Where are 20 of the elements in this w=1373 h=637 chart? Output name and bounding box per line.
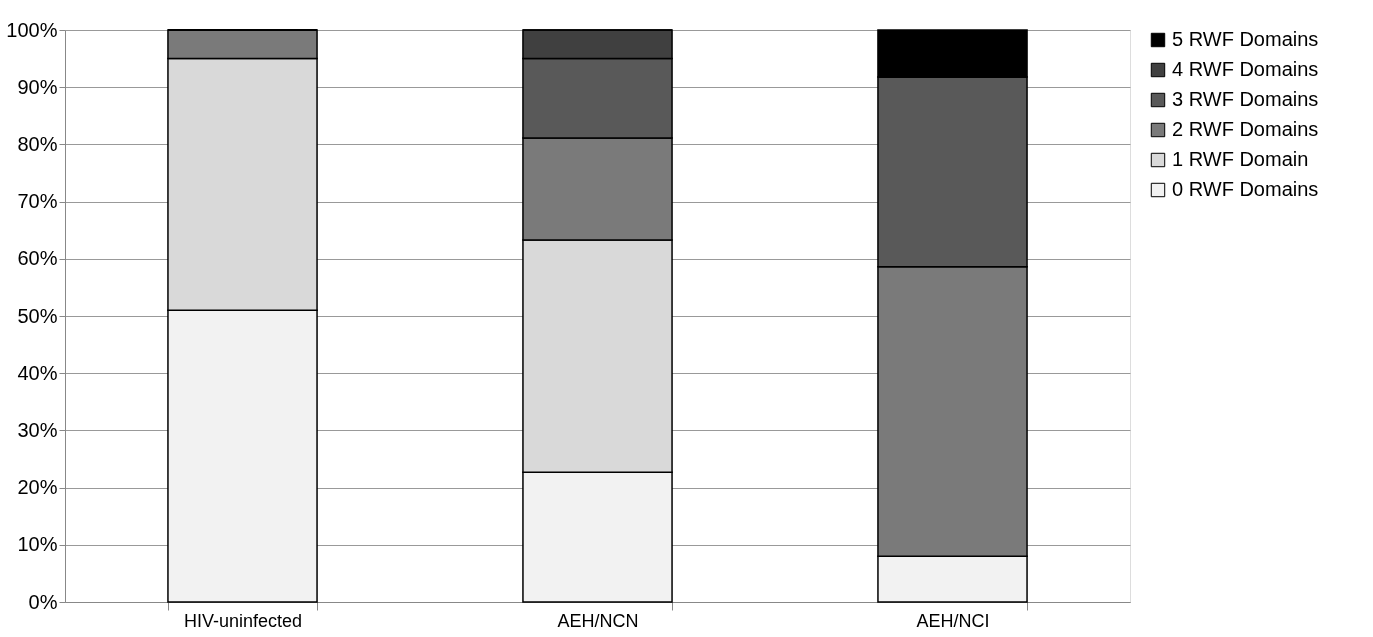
y-tick-label: 60% bbox=[17, 247, 58, 270]
legend-label: 2 RWF Domains bbox=[1172, 118, 1319, 140]
y-tick-label: 10% bbox=[17, 533, 58, 556]
x-tick-label: HIV-uninfected bbox=[183, 610, 303, 631]
x-tick-label: AEH/NCN bbox=[557, 610, 639, 631]
y-tick-label: 100% bbox=[6, 18, 58, 41]
legend-label: 3 RWF Domains bbox=[1172, 88, 1319, 110]
y-tick-label: 50% bbox=[17, 304, 58, 327]
y-tick-label: 70% bbox=[17, 190, 58, 213]
legend-label: 5 RWF Domains bbox=[1172, 28, 1319, 50]
y-tick-label: 90% bbox=[17, 75, 58, 98]
y-tick-label: 80% bbox=[17, 132, 58, 155]
legend-label: 1 RWF Domain bbox=[1172, 148, 1309, 170]
legend-label: 4 RWF Domains bbox=[1172, 58, 1319, 80]
y-tick-label: 40% bbox=[17, 361, 58, 384]
legend-label: 0 RWF Domains bbox=[1172, 178, 1319, 200]
y-tick-label: 0% bbox=[28, 590, 58, 613]
x-tick-label: AEH/NCI bbox=[916, 610, 990, 631]
y-tick-label: 30% bbox=[17, 418, 58, 441]
y-tick-label: 20% bbox=[17, 476, 58, 499]
